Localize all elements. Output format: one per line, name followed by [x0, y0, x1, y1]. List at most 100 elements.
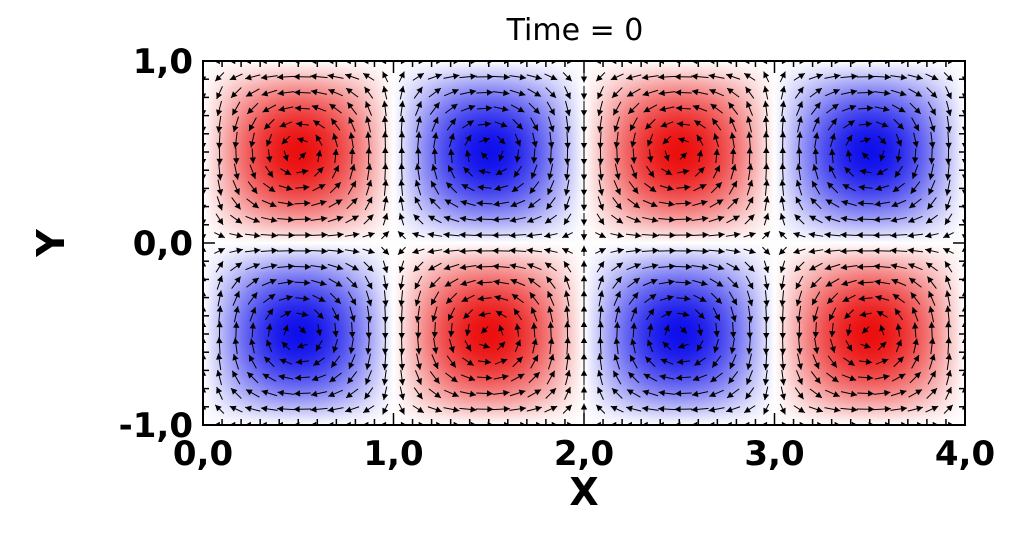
- arrow-head: [630, 338, 637, 346]
- arrow-head: [443, 247, 450, 255]
- arrow-head: [832, 88, 840, 95]
- arrow-head: [293, 73, 300, 80]
- arrow-head: [427, 231, 435, 239]
- arrow-head: [253, 216, 260, 223]
- arrow-head: [498, 154, 505, 162]
- arrow-head: [547, 321, 554, 328]
- arrow-head: [564, 321, 571, 328]
- arrow-head: [349, 147, 356, 155]
- arrow-head: [415, 131, 422, 138]
- arrow-head: [443, 231, 450, 239]
- arrow-head: [535, 405, 542, 412]
- arrow-head: [515, 339, 521, 347]
- arrow-head: [650, 278, 658, 285]
- arrow-head: [763, 163, 770, 170]
- arrow-head: [613, 125, 620, 133]
- arrow-head: [762, 85, 770, 93]
- arrow-head: [944, 174, 952, 181]
- arrow-head: [884, 389, 891, 397]
- arrow-head: [682, 168, 690, 175]
- arrow-head: [779, 363, 787, 371]
- arrow-head: [398, 100, 406, 108]
- arrow-head: [563, 189, 571, 196]
- arrow-head: [319, 199, 327, 206]
- arrow-head: [304, 279, 311, 286]
- arrow-head: [216, 203, 224, 211]
- arrow-head: [763, 283, 770, 290]
- arrow-head: [381, 115, 389, 123]
- arrow-head: [730, 331, 737, 339]
- arrow-head: [674, 73, 681, 80]
- arrow-head: [713, 148, 720, 156]
- arrow-head: [635, 232, 642, 239]
- arrow-head: [617, 232, 624, 239]
- arrow-head: [564, 353, 571, 360]
- arrow-head: [779, 147, 786, 154]
- arrow-head: [412, 247, 419, 255]
- arrow-head: [459, 215, 467, 223]
- arrow-head: [746, 377, 752, 385]
- arrow-head: [749, 247, 756, 255]
- arrow-head: [910, 292, 917, 300]
- arrow-head: [398, 300, 405, 307]
- arrow-head: [708, 73, 716, 80]
- arrow-head: [779, 71, 786, 79]
- arrow-head: [277, 89, 284, 97]
- arrow-head: [476, 279, 483, 286]
- arrow-head: [842, 184, 850, 190]
- arrow-head: [366, 196, 373, 204]
- arrow-head: [763, 248, 771, 255]
- arrow-head: [911, 307, 918, 314]
- arrow-head: [332, 148, 339, 156]
- arrow-head: [700, 280, 708, 287]
- arrow-head: [617, 247, 624, 254]
- arrow-head: [443, 264, 451, 271]
- arrow-head: [580, 234, 588, 241]
- arrow-head: [796, 332, 803, 339]
- arrow-head: [328, 391, 336, 398]
- arrow-head: [216, 370, 223, 377]
- arrow-head: [485, 374, 493, 381]
- arrow-head: [911, 157, 919, 164]
- arrow-head: [945, 321, 952, 328]
- arrow-head: [614, 306, 621, 313]
- arrow-head: [849, 104, 857, 111]
- arrow-head: [613, 108, 620, 116]
- arrow-head: [649, 185, 657, 192]
- arrow-head: [808, 231, 816, 239]
- arrow-head: [463, 167, 470, 174]
- arrow-head: [233, 306, 240, 313]
- arrow-head: [851, 406, 858, 413]
- arrow-head: [547, 142, 555, 149]
- arrow-head: [675, 89, 682, 96]
- plot-title: Time = 0: [506, 13, 644, 48]
- arrow-head: [779, 163, 786, 170]
- arrow-head: [795, 299, 802, 307]
- arrow-head: [779, 348, 787, 355]
- arrow-head: [563, 203, 571, 211]
- arrow-head: [433, 102, 440, 110]
- arrow-head: [511, 185, 519, 192]
- arrow-head: [680, 327, 687, 334]
- arrow-head: [478, 311, 486, 318]
- arrow-head: [414, 299, 421, 307]
- arrow-head: [516, 122, 523, 130]
- arrow-head: [599, 248, 606, 254]
- arrow-head: [702, 231, 709, 239]
- arrow-head: [414, 179, 421, 187]
- arrow-head: [911, 322, 919, 329]
- arrow-head: [282, 154, 289, 162]
- arrow-head: [432, 132, 439, 139]
- arrow-head: [794, 214, 802, 221]
- arrow-head: [691, 89, 699, 96]
- arrow-head: [729, 117, 736, 124]
- arrow-head: [626, 74, 633, 81]
- arrow-head: [431, 331, 438, 339]
- arrow-head: [336, 264, 344, 271]
- arrow-head: [450, 375, 458, 383]
- arrow-head: [365, 163, 373, 170]
- arrow-head: [544, 232, 551, 239]
- arrow-head: [762, 348, 770, 355]
- arrow-head: [518, 90, 526, 97]
- arrow-head: [862, 327, 869, 334]
